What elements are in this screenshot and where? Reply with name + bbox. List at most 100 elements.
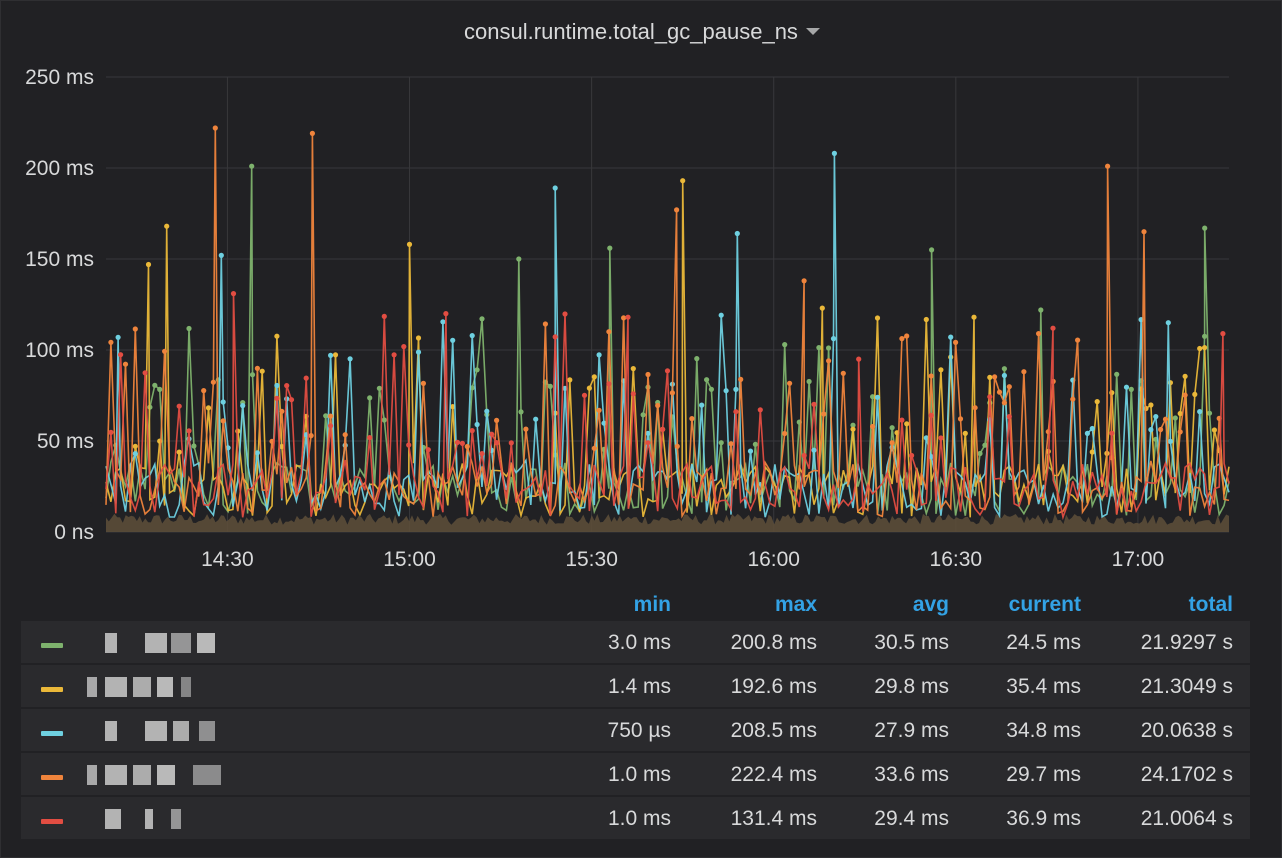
series-point	[899, 417, 905, 423]
legend-header-max[interactable]: max	[774, 593, 817, 616]
legend-series-name-redacted[interactable]	[101, 809, 251, 829]
series-point	[1006, 414, 1012, 420]
series-point	[1202, 225, 1208, 231]
series-point	[645, 371, 651, 378]
legend-series-name-redacted[interactable]	[101, 633, 251, 653]
series-point	[904, 421, 910, 427]
series-point	[630, 391, 636, 397]
series-point	[734, 230, 740, 237]
series-point	[948, 334, 954, 340]
series-point	[699, 402, 705, 408]
series-point	[1109, 430, 1115, 436]
legend-series-swatch[interactable]	[41, 643, 63, 648]
series-point	[240, 403, 246, 409]
series-point	[309, 130, 315, 136]
series-point	[342, 432, 348, 438]
series-point	[977, 450, 983, 457]
legend-min-value: 750 µs	[607, 719, 671, 742]
series-point	[831, 150, 838, 156]
series-point	[108, 429, 114, 435]
series-point	[782, 342, 788, 348]
series-point	[1177, 410, 1183, 417]
series-point	[157, 386, 163, 392]
series-point	[1182, 373, 1188, 379]
series-point	[132, 451, 138, 457]
series-point	[787, 380, 793, 386]
series-point	[274, 382, 280, 389]
series-point	[1192, 391, 1198, 397]
series-point	[1070, 396, 1076, 402]
legend-avg-value: 29.8 ms	[874, 675, 949, 698]
area-fill	[106, 513, 1229, 532]
series-point	[621, 315, 627, 321]
series-line	[105, 166, 1230, 517]
legend-header-avg[interactable]: avg	[912, 593, 949, 616]
series-point	[591, 374, 597, 380]
series-point	[982, 442, 988, 448]
legend-series-swatch[interactable]	[41, 687, 63, 692]
series-point	[1158, 426, 1164, 433]
legend-avg-value: 29.4 ms	[874, 807, 949, 830]
series-point	[1128, 386, 1134, 392]
series-point	[288, 397, 295, 403]
series-point	[323, 413, 329, 419]
series-point	[406, 241, 413, 247]
series-point	[1094, 399, 1100, 405]
series-point	[992, 374, 998, 380]
legend-series-name-redacted[interactable]	[87, 677, 251, 697]
series-point	[923, 435, 929, 441]
series-point	[191, 443, 197, 449]
y-tick-label: 0 ns	[54, 521, 94, 544]
series-point	[1148, 427, 1154, 433]
series-point	[425, 447, 431, 453]
legend-header-current[interactable]: current	[1008, 593, 1081, 616]
series-point	[1001, 372, 1008, 379]
series-point	[850, 422, 856, 428]
legend-header-total[interactable]: total	[1188, 593, 1233, 616]
legend-row[interactable]: 750 µs 208.5 ms 27.9 ms 34.8 ms 20.0638 s	[21, 709, 1250, 751]
series-point	[704, 377, 710, 383]
series-point	[186, 428, 192, 434]
series-point	[469, 428, 475, 434]
series-point	[606, 381, 612, 387]
series-point	[303, 375, 309, 381]
legend-header-min[interactable]: min	[633, 593, 671, 616]
series-point	[420, 380, 426, 386]
legend-series-swatch[interactable]	[41, 775, 63, 780]
series-point	[850, 426, 856, 432]
series-point	[406, 442, 412, 448]
panel-title-text[interactable]: consul.runtime.total_gc_pause_ns	[464, 19, 798, 44]
legend-row[interactable]: 1.0 ms 131.4 ms 29.4 ms 36.9 ms 21.0064 s	[21, 797, 1250, 839]
series-point	[1202, 345, 1208, 351]
panel-title[interactable]: consul.runtime.total_gc_pause_ns	[1, 19, 1282, 45]
legend-total-value: 21.9297 s	[1140, 631, 1233, 654]
legend-total-value: 20.0638 s	[1140, 719, 1233, 742]
chart-plot[interactable]: 0 ns 50 ms 100 ms 150 ms 200 ms 250 ms 14:30 15…	[1, 56, 1282, 576]
series-point	[454, 439, 461, 445]
series-point	[459, 440, 465, 446]
legend-series-swatch[interactable]	[41, 731, 63, 736]
series-point	[1089, 425, 1095, 432]
series-point	[733, 386, 739, 392]
legend-min-value: 1.0 ms	[607, 807, 671, 830]
series-point	[508, 440, 514, 446]
chevron-down-icon[interactable]	[805, 27, 820, 35]
series-point	[235, 428, 241, 434]
x-tick-label: 15:30	[565, 548, 618, 571]
series-point	[1220, 331, 1226, 337]
legend-min-value: 1.4 ms	[607, 675, 671, 698]
series-point	[1021, 369, 1027, 375]
series-point	[279, 408, 285, 414]
series-point	[625, 314, 631, 320]
series-point	[328, 352, 334, 358]
series-point	[254, 450, 260, 456]
legend-series-name-redacted[interactable]	[101, 721, 251, 741]
series-point	[489, 431, 495, 437]
legend-series-name-redacted[interactable]	[87, 765, 251, 785]
series-point	[1001, 400, 1008, 406]
legend-row[interactable]: 1.0 ms 222.4 ms 33.6 ms 29.7 ms 24.1702 s	[21, 753, 1250, 795]
legend-row[interactable]: 1.4 ms 192.6 ms 29.8 ms 35.4 ms 21.3049 s	[21, 665, 1250, 707]
series-point	[367, 395, 373, 401]
legend-series-swatch[interactable]	[41, 819, 63, 824]
legend-row[interactable]: 3.0 ms 200.8 ms 30.5 ms 24.5 ms 21.9297 s	[21, 621, 1250, 663]
